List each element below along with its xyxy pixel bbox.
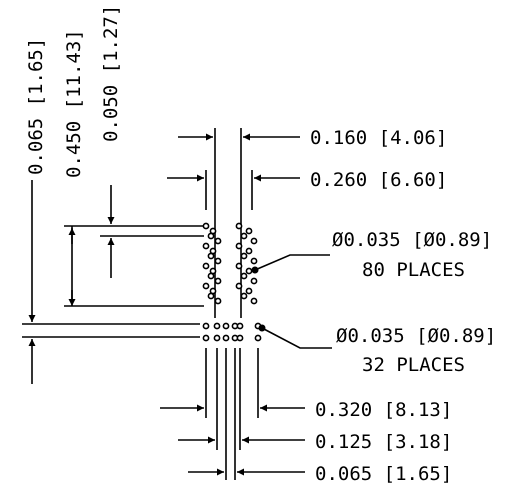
hole xyxy=(240,272,248,280)
hole xyxy=(222,322,230,330)
hole xyxy=(207,252,215,260)
lower-hole-diameter-text: Ø0.035 [Ø0.89] xyxy=(336,325,496,347)
hole xyxy=(236,334,244,342)
bottom-dim-text-2: 0.125 [3.18] xyxy=(315,431,452,453)
vertical-dim-text-2: 0.450 [11.43] xyxy=(63,29,85,178)
hole xyxy=(213,334,221,342)
top-dim-text-1: 0.160 [4.06] xyxy=(310,127,447,149)
hole xyxy=(235,262,243,270)
horizontal-dim-arrows xyxy=(160,133,305,476)
hole xyxy=(202,322,210,330)
hole xyxy=(235,242,243,250)
hole xyxy=(245,267,253,275)
hole xyxy=(222,334,230,342)
hole xyxy=(214,257,222,265)
vertical-dim-lines xyxy=(22,180,204,384)
hole xyxy=(240,232,248,240)
hole xyxy=(245,247,253,255)
bottom-dim-text-1: 0.320 [8.13] xyxy=(315,399,452,421)
hole xyxy=(207,292,215,300)
hole xyxy=(202,262,210,270)
hole xyxy=(245,287,253,295)
hole xyxy=(214,277,222,285)
bottom-dim-text-3: 0.065 [1.65] xyxy=(315,463,452,485)
vertical-dim-text-3: 0.050 [1.27] xyxy=(100,5,122,142)
hole xyxy=(214,237,222,245)
hole xyxy=(202,242,210,250)
hole xyxy=(250,277,258,285)
hole xyxy=(250,257,258,265)
hole xyxy=(235,282,243,290)
upper-hole-count-text: 80 PLACES xyxy=(362,259,465,281)
hole xyxy=(236,322,244,330)
hole xyxy=(214,297,222,305)
hole xyxy=(240,292,248,300)
hole xyxy=(202,334,210,342)
hole xyxy=(202,282,210,290)
callout-leaders xyxy=(251,254,332,349)
hole xyxy=(202,222,210,230)
upper-hole-diameter-text: Ø0.035 [Ø0.89] xyxy=(332,229,492,251)
hole-pattern xyxy=(202,222,262,342)
top-dim-text-2: 0.260 [6.60] xyxy=(310,169,447,191)
hole xyxy=(235,222,243,230)
hole xyxy=(245,227,253,235)
hole xyxy=(254,334,262,342)
hole xyxy=(250,237,258,245)
lower-hole-count-text: 32 PLACES xyxy=(362,354,465,376)
horizontal-dim-extension-lines xyxy=(205,128,259,480)
hole xyxy=(207,272,215,280)
hole xyxy=(240,252,248,260)
hole xyxy=(213,322,221,330)
hole xyxy=(250,297,258,305)
vertical-dim-text-1: 0.065 [1.65] xyxy=(25,38,47,175)
hole xyxy=(207,232,215,240)
